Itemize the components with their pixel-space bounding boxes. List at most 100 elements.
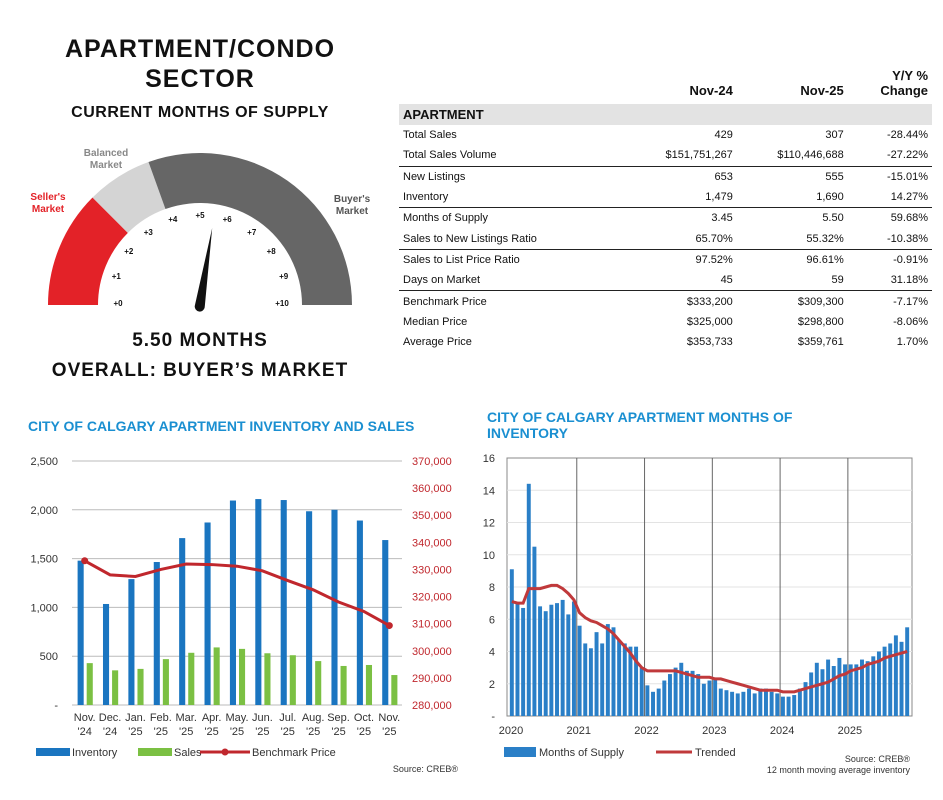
months-of-supply-bar [814,662,819,716]
chart1-x-tick: '24 [103,726,117,738]
stats-row-nov25: 96.61% [736,248,848,271]
chart1-y-left-tick: 2,500 [30,456,58,468]
months-of-supply-bar [651,691,655,716]
months-of-supply-bar [560,599,565,716]
months-of-supply-bar [515,603,520,716]
chart1-x-tick: '25 [230,726,244,738]
months-of-supply-bar [792,695,797,716]
sales-bar [239,648,246,705]
chart1-x-tick: '25 [331,726,345,738]
gauge-buyers-segment [148,153,352,305]
chart1-x-tick: Feb. [150,712,172,724]
stats-row-nov25: $309,300 [736,290,848,312]
months-of-supply-bar [679,662,684,716]
months-of-supply-value: 5.50 MONTHS [132,330,268,351]
sales-bar [188,652,195,705]
chart2-x-tick: 2025 [838,725,862,737]
chart1-x-tick: Mar. [176,712,197,724]
chart1-y-right-tick: 300,000 [412,646,452,658]
stats-section-row: APARTMENT [399,104,932,125]
benchmark-price-line [83,559,391,627]
months-of-supply-bar [617,640,622,716]
months-of-supply-bar [577,625,582,716]
chart1-x-tick: Apr. [202,712,222,724]
gauge-balanced-segment [92,161,166,233]
overall-market-status: OVERALL: BUYER’S MARKET [51,360,349,381]
months-of-supply-bar [860,659,864,716]
trended-line [511,583,908,694]
chart1-source: Source: CREB® [392,764,458,774]
sales-bar [162,659,169,705]
stats-row-label: Months of Supply [399,207,626,229]
chart1-x-tick: '25 [357,726,371,738]
months-of-supply-bar [566,614,571,716]
months-of-supply-bar [690,670,695,716]
stats-row: Days on Market 45 59 31.18% [399,270,932,291]
months-of-supply-bar [696,674,701,716]
chart1-x-tick: '24 [78,726,92,738]
chart2-y-tick: 16 [483,453,495,465]
months-of-supply-bar [882,646,887,716]
stats-row-label: Total Sales [403,129,457,142]
stats-row-label: Benchmark Price [399,290,626,312]
months-of-supply-bar [713,678,718,716]
months-of-supply-bar [820,669,825,716]
chart2-y-tick: 14 [483,485,495,497]
stats-row-nov25: 307 [825,129,844,142]
chart2-x-tick: 2021 [567,725,591,737]
months-of-supply-bar [543,611,548,716]
stats-row-nov24: 65.70% [695,232,733,245]
months-of-supply-bar [854,664,859,716]
months-of-supply-bar [865,661,870,716]
months-of-supply-bar [831,666,836,716]
months-of-supply-bar [639,667,644,716]
stats-row: Sales to New Listings Ratio 65.70% 55.32% -… [399,228,932,249]
sellers-market-label: Seller's Market [30,192,66,215]
chart1-legend-swatch [138,748,172,756]
months-of-supply-bar [769,691,774,716]
months-of-supply-bar [803,682,808,716]
chart1-y-left-tick: 1,500 [30,554,58,566]
stats-row-label: Sales to List Price Ratio [399,248,626,271]
months-of-supply-bar [893,635,898,716]
chart1-y-right-tick: 280,000 [412,700,452,712]
stats-row: Total Sales 429 307 -28.44% [399,125,932,145]
months-of-supply-bar [718,688,723,716]
inventory-bar [280,500,287,705]
chart1-x-tick: '25 [179,726,193,738]
stats-row: Inventory 1,479 1,690 14.27% [399,187,932,208]
chart2-x-tick: 2024 [770,725,794,737]
sales-bar [112,670,119,705]
chart1-x-tick: '25 [204,726,218,738]
stats-header-change: Y/Y % Change [848,68,932,104]
chart2-y-tick: 12 [483,518,495,530]
stats-row-nov25: 59 [831,274,844,287]
months-of-supply-bar [611,627,616,716]
gauge-tick-label: +7 [247,227,257,237]
chart1-x-tick: '25 [306,726,320,738]
gauge-tick-label: +1 [111,271,121,281]
chart1-x-tick: Oct. [354,712,374,724]
supply-gauge [48,153,352,312]
stats-header-blank [399,68,626,104]
months-of-supply-bar [555,603,559,716]
gauge-sellers-segment [48,197,128,305]
chart1-x-tick: Aug. [302,712,325,724]
stats-header-nov24: Nov-24 [689,83,733,98]
chart2-y-tick: 6 [489,614,495,626]
stats-row-nov25: 1,690 [816,191,844,204]
stats-row-nov24: $325,000 [686,315,733,328]
chart1-x-tick: May. [225,712,248,724]
months-of-supply-bar [605,624,610,716]
months-of-supply-bar [775,693,780,716]
chart1-y-left-tick: 1,000 [30,602,58,614]
chart1-legend-label: Sales [174,747,202,759]
stats-row-nov24: $353,733 [686,336,733,349]
chart1-legend-label: Benchmark Price [252,747,336,759]
sector-title-line1: APARTMENT/CONDO [64,35,336,63]
gauge-needle [194,227,213,312]
months-of-supply-bar [905,627,910,716]
months-of-supply-bar [532,546,537,716]
chart2-y-tick: 4 [489,647,495,659]
stats-header-nov25: Nov-25 [800,83,844,98]
